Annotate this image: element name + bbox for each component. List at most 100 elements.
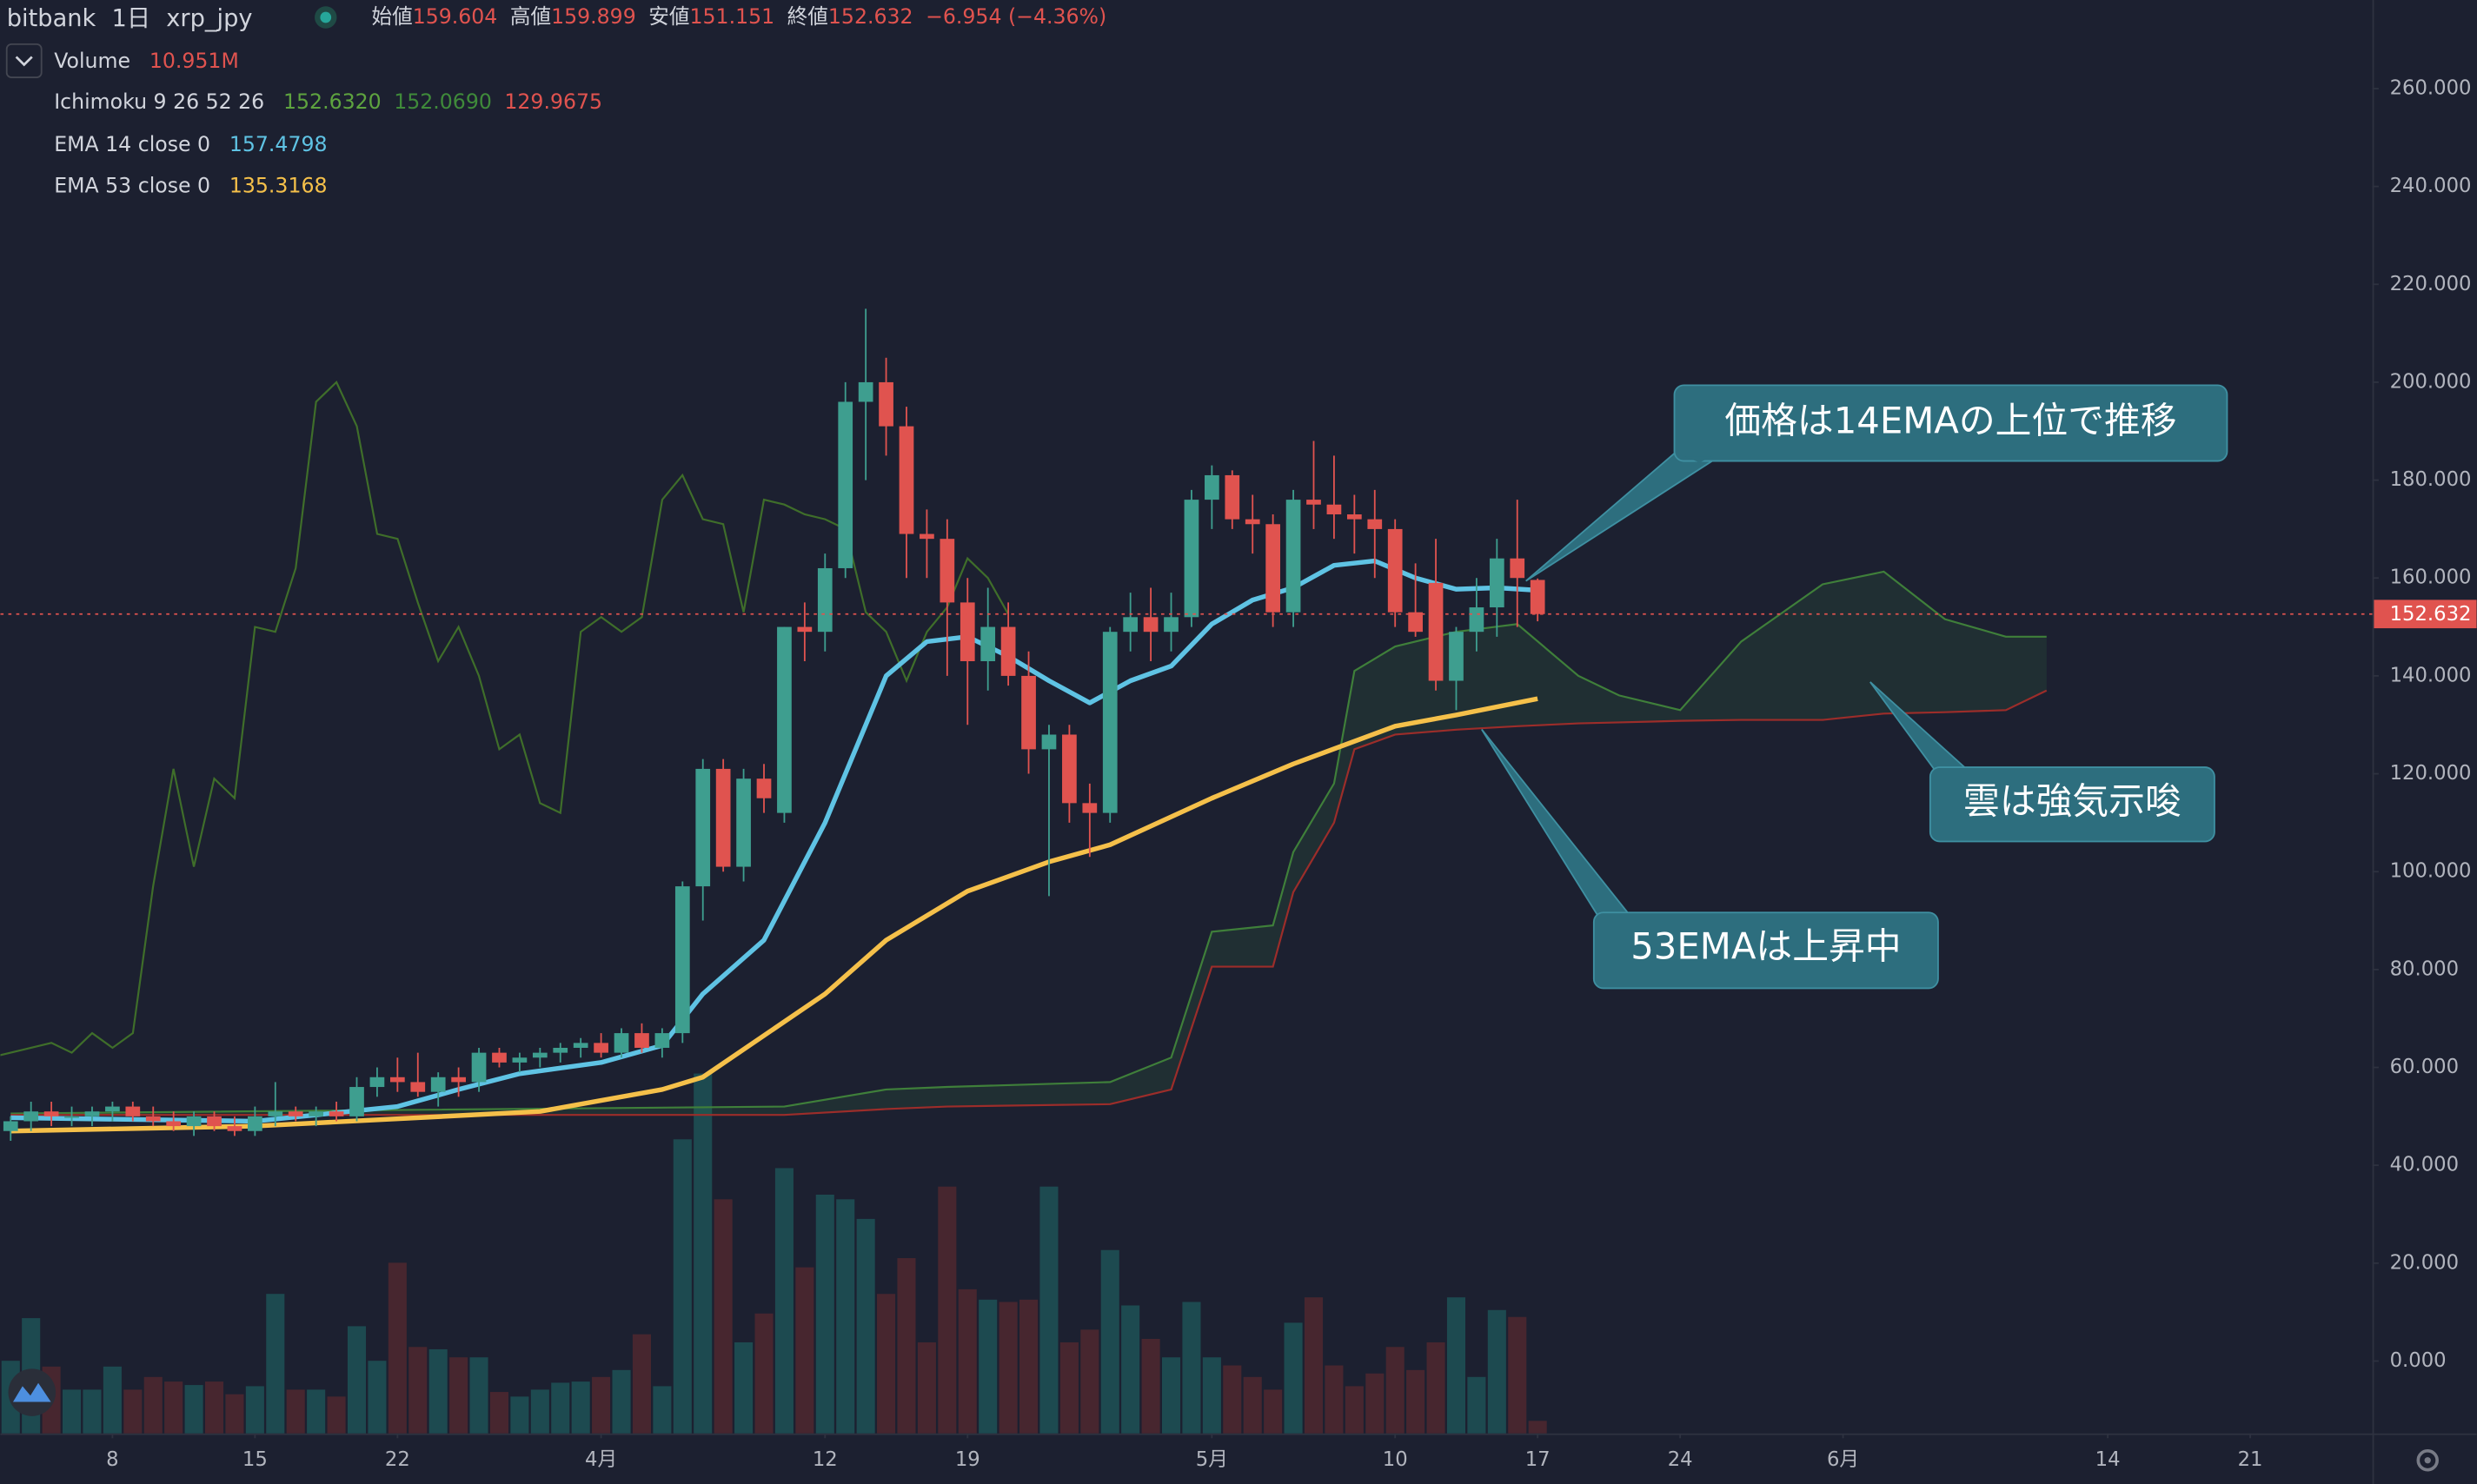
settings-dot [2424,1457,2431,1464]
legend-label: Ichimoku 9 26 52 26 [54,89,264,114]
candle-body [3,1121,18,1131]
candle-body [1041,734,1057,750]
candle-body [166,1121,182,1127]
volume-bar [1325,1365,1344,1434]
y-tick-label: 100.000 [2390,860,2472,883]
volume-bar [327,1396,346,1434]
candle-body [1346,514,1362,520]
symbol: xrp_jpy [166,4,252,31]
volume-bar [164,1381,183,1434]
candle-body [288,1111,303,1116]
candle-body [1225,474,1240,520]
label: 終値 [787,3,828,28]
candle-body [1326,504,1342,515]
candle-body [1489,558,1504,608]
y-tick-label: 60.000 [2390,1056,2459,1078]
volume-bar [734,1342,754,1434]
candle-body [105,1106,120,1112]
candle-body [369,1077,385,1088]
chevron [15,56,33,67]
y-tick-label: 260.000 [2390,76,2472,99]
candle-body [777,626,792,813]
volume-bar [1141,1338,1160,1434]
legend-row: Volume 10.951M [54,48,239,72]
annotation: 雲は強気示唆 [1963,779,2181,822]
candle-body [207,1116,222,1127]
candle-body [1000,626,1016,676]
y-tick-label: 220.000 [2390,273,2472,295]
logo-mark [12,1382,51,1402]
volume-bar [754,1313,774,1434]
x-tick-label: 10 [1383,1448,1408,1471]
volume-bar [184,1385,203,1434]
volume-bar [1528,1421,1547,1434]
candle-body [471,1052,487,1083]
callout: 価格は14EMAの上位で推移 [1525,384,2228,582]
volume-bar [1019,1299,1039,1434]
candle-body [654,1033,670,1048]
volume-bar [815,1194,834,1434]
value: 152.632 [828,3,913,28]
candle-body [1205,474,1219,500]
cloud [10,571,2047,1116]
y-tick-label: 0.000 [2390,1349,2447,1372]
candle-body [64,1116,79,1118]
annotation: 価格は14EMAの上位で推移 [1724,399,2176,441]
y-tick-label: 140.000 [2390,664,2472,686]
volume-bar [83,1389,102,1434]
logo[interactable] [8,1368,56,1416]
callout-box [1673,384,2228,462]
candle-body [329,1111,344,1116]
candle-body [1021,675,1036,750]
candle-body [674,886,690,1034]
volume-bar [1284,1322,1303,1434]
legend-value: 135.3168 [229,173,328,197]
volume-bar [388,1262,407,1434]
candle-body [1387,528,1403,613]
volume-bar [63,1389,82,1434]
candle-body [1469,607,1484,633]
candle-body [736,778,751,867]
candle-body [1510,558,1525,579]
collapse-button[interactable] [5,43,43,78]
volume-bar [1365,1373,1385,1434]
volume-bar [1487,1309,1506,1434]
candle-body [634,1033,649,1048]
callout: 雲は強気示唆 [1869,681,2215,843]
x-tick-label: 5月 [1196,1448,1228,1471]
legend-row: EMA 14 close 0 157.4798 [54,132,327,156]
volume-bar [489,1392,509,1434]
candle-body [1062,734,1077,804]
volume-bar [938,1186,957,1434]
y-tick-label: 120.000 [2390,762,2472,785]
candle-body [1428,582,1444,681]
legend-value: 157.4798 [229,132,328,156]
volume-bar [530,1389,549,1434]
candle-body [980,626,996,661]
ohlc: 始値159.604 高値159.899 安値151.151 終値152.632 −6.9… [371,3,1106,28]
x-tick-label: 12 [813,1448,838,1471]
volume-bar [103,1366,122,1434]
volume-bar [1264,1389,1283,1434]
settings-button[interactable] [2416,1449,2439,1472]
plot-area [0,308,2373,1434]
callout: 53EMAは上昇中 [1481,728,1939,990]
volume-bar [774,1168,794,1434]
volume-bar [714,1199,733,1434]
candle-body [84,1111,100,1116]
x-tick-label: 21 [2238,1448,2263,1471]
y-tick-label: 160.000 [2390,566,2472,589]
volume-bar [836,1199,855,1434]
candle-body [1265,524,1281,613]
candle-body [1082,803,1098,813]
candle-body [268,1111,283,1116]
legend-value: 152.0690 [394,89,492,114]
volume-bar [694,1073,713,1434]
volume-bar [408,1347,428,1434]
x-tick-label: 6月 [1827,1448,1859,1471]
candle-body [1102,632,1118,813]
candle-body [1367,519,1383,529]
candle-body [532,1052,548,1058]
